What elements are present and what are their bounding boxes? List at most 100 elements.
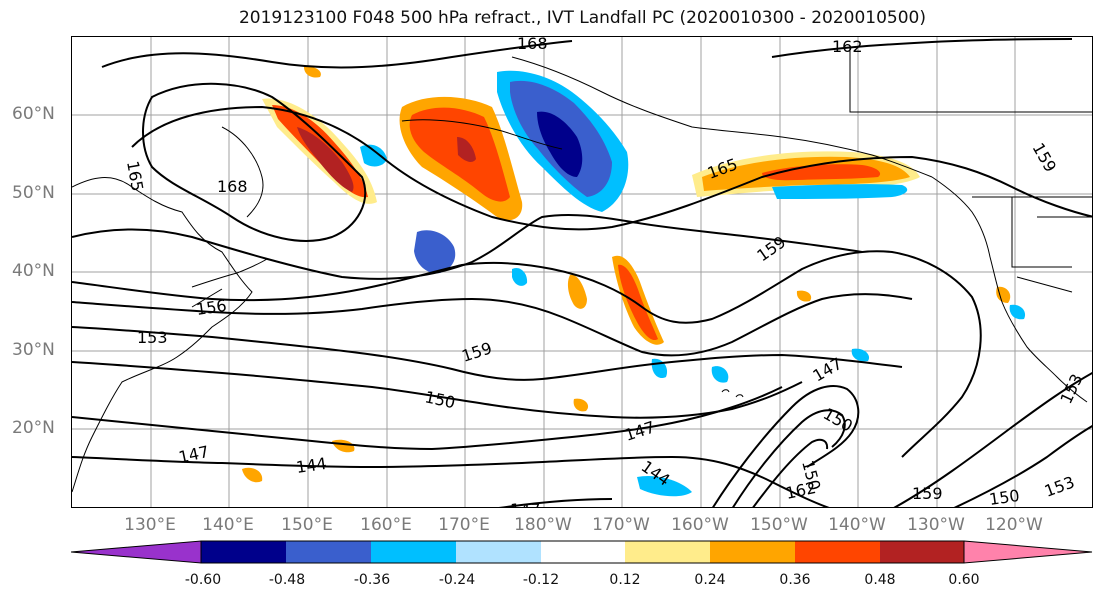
contour-label: 144 xyxy=(295,454,328,477)
contour-swirl-3 xyxy=(752,438,829,507)
lon-label-170w: 170°W xyxy=(592,515,650,535)
coast-alaska xyxy=(511,56,933,178)
contour-label: 168 xyxy=(517,37,548,53)
shade-positive-small3 xyxy=(304,66,321,78)
shaded-field xyxy=(242,66,1026,497)
colorbar-tick-label: 0.48 xyxy=(864,572,896,588)
height-contours xyxy=(72,38,1092,507)
contour-label: 156 xyxy=(195,296,228,319)
colorbar-segment xyxy=(371,541,456,563)
map-panel: 168 162 159 165 168 165 159 156 153 159 … xyxy=(71,36,1093,508)
shade-positive-central-left xyxy=(567,274,587,309)
shade-negative-west-light xyxy=(360,144,387,167)
colorbar-segment xyxy=(286,541,371,563)
colorbar-tick-label: 0.60 xyxy=(948,572,980,588)
shade-positive-jet-core xyxy=(762,164,881,181)
lon-label-180w: 180°W xyxy=(514,515,572,535)
contour-label: 153 xyxy=(1042,472,1077,500)
shade-negative-jet-band xyxy=(772,184,908,199)
colorbar-tick-label: -0.24 xyxy=(438,572,476,588)
lon-label-130e: 130°E xyxy=(124,515,176,535)
contour-156 xyxy=(72,293,913,357)
shade-positive-central-core xyxy=(618,264,658,341)
coast-us-west xyxy=(989,256,1088,403)
colorbar-tick-label: -0.60 xyxy=(184,572,222,588)
shade-positive-small2 xyxy=(332,439,355,453)
colorbar-segment xyxy=(880,541,964,563)
contour-147-south xyxy=(498,498,613,507)
border-states xyxy=(1011,197,1092,293)
shade-negative-west xyxy=(414,230,456,274)
lon-label-160e: 160°E xyxy=(360,515,412,535)
contour-label: 147 xyxy=(510,500,541,508)
contour-label: 150 xyxy=(820,404,856,436)
contour-swirl-1 xyxy=(712,385,860,507)
lat-label-20n: 20°N xyxy=(12,418,55,438)
shade-negative-small2 xyxy=(651,358,668,379)
lat-label-40n: 40°N xyxy=(12,261,55,281)
contour-label: 147 xyxy=(622,417,657,445)
colorbar-segment xyxy=(795,541,880,563)
colorbar-extend-max xyxy=(963,540,1093,564)
contour-label: 150 xyxy=(423,387,457,412)
contour-east-153 xyxy=(893,371,1092,507)
colorbar-segment xyxy=(625,541,710,563)
shade-negative-small1 xyxy=(512,267,528,286)
contour-165 xyxy=(131,105,1092,231)
lon-label-120w: 120°W xyxy=(985,515,1043,535)
shade-negative-small3 xyxy=(711,366,729,383)
colorbar-tick-label: -0.36 xyxy=(353,572,391,588)
shade-positive-small6 xyxy=(996,286,1011,303)
shade-positive-small1 xyxy=(242,467,263,483)
lon-label-150w: 150°W xyxy=(750,515,808,535)
colorbar xyxy=(71,540,1093,564)
contour-swirl-2 xyxy=(732,409,846,507)
lon-label-150e: 150°E xyxy=(281,515,333,535)
map-canvas: 168 162 159 165 168 165 159 156 153 159 … xyxy=(72,37,1092,508)
coast-asia xyxy=(72,177,253,493)
colorbar-tick-label: 0.36 xyxy=(779,572,811,588)
colorbar-tick-label: 0.24 xyxy=(694,572,726,588)
contour-label: 147 xyxy=(810,354,846,386)
lon-label-130w: 130°W xyxy=(907,515,965,535)
plot-title: 2019123100 F048 500 hPa refract., IVT La… xyxy=(238,8,926,28)
contour-153 xyxy=(72,326,903,381)
contour-162-north xyxy=(771,38,1073,58)
shade-negative-small5 xyxy=(851,348,870,362)
coast-bc xyxy=(931,176,991,258)
contour-168-loop xyxy=(142,82,367,242)
shade-positive-kamchatka-core xyxy=(297,127,354,192)
shade-negative-small6 xyxy=(1009,304,1026,320)
colorbar-segment xyxy=(541,541,625,563)
contour-label: 165 xyxy=(123,159,147,192)
contour-159 xyxy=(72,250,982,458)
contour-label: 159 xyxy=(1029,140,1061,176)
colorbar-segment xyxy=(710,541,795,563)
colorbar-outline xyxy=(200,540,965,564)
contour-label: 168 xyxy=(217,177,248,196)
shade-negative-goa-core xyxy=(537,111,583,177)
contour-label: 162 xyxy=(832,37,863,56)
lat-label-30n: 30°N xyxy=(12,340,55,360)
contour-label: 153 xyxy=(1056,371,1086,407)
colorbar-tick-label: -0.12 xyxy=(522,572,560,588)
lon-label-140w: 140°W xyxy=(828,515,886,535)
lon-label-160w: 160°W xyxy=(671,515,729,535)
lat-label-60n: 60°N xyxy=(12,104,55,124)
colorbar-segment xyxy=(201,541,286,563)
colorbar-extend-min xyxy=(71,540,202,564)
lat-label-50n: 50°N xyxy=(12,183,55,203)
coast-kamchatka xyxy=(221,126,264,218)
coastlines xyxy=(72,47,1092,493)
colorbar-tick-label: 0.12 xyxy=(609,572,641,588)
contour-east-150 xyxy=(953,425,1092,507)
contour-162 xyxy=(72,213,863,280)
coast-hawaii xyxy=(721,389,744,398)
colorbar-segment xyxy=(456,541,541,563)
shade-negative-small4 xyxy=(637,475,692,497)
contour-label: 153 xyxy=(137,328,168,347)
contour-168-north xyxy=(101,40,573,69)
shade-positive-aleutian-red xyxy=(457,137,476,162)
lon-label-170e: 170°E xyxy=(438,515,490,535)
